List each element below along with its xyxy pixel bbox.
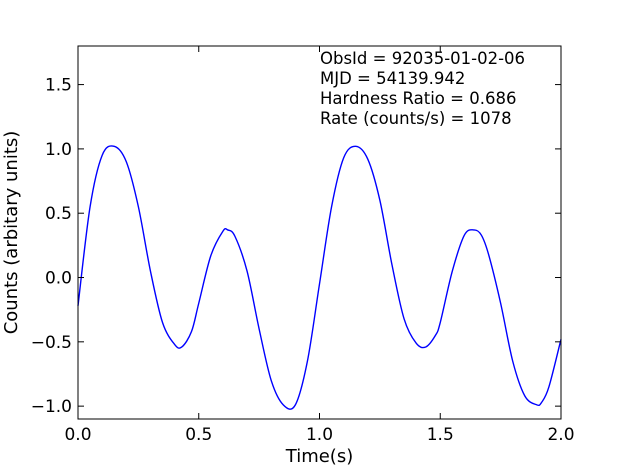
y-axis-ticks: −1.0 −0.5 0.0 0.5 1.0 1.5 <box>31 76 561 417</box>
x-tick-label: 2.0 <box>547 425 574 445</box>
annotation-mjd: MJD = 54139.942 <box>320 69 465 88</box>
curve-layer <box>77 145 562 410</box>
y-tick-label: 1.5 <box>45 76 72 96</box>
annotation-obsid: ObsId = 92035-01-02-06 <box>320 49 525 68</box>
x-axis-label: Time(s) <box>285 446 353 467</box>
y-axis-label: Counts (arbitary units) <box>1 131 22 335</box>
y-tick-label: −1.0 <box>31 397 72 417</box>
y-tick-label: −0.5 <box>31 333 72 353</box>
plot-area <box>78 46 561 419</box>
y-tick-label: 1.0 <box>45 140 72 160</box>
x-tick-label: 0.0 <box>64 425 91 445</box>
annotation-rate: Rate (counts/s) = 1078 <box>320 109 512 128</box>
y-tick-label: 0.5 <box>45 204 72 224</box>
x-tick-label: 1.0 <box>306 425 333 445</box>
x-tick-label: 0.5 <box>185 425 212 445</box>
y-tick-label: 0.0 <box>45 269 72 289</box>
series-line-0 <box>77 145 562 410</box>
x-tick-label: 1.5 <box>427 425 454 445</box>
annotation-hardness-ratio: Hardness Ratio = 0.686 <box>320 89 516 108</box>
x-axis-ticks: 0.0 0.5 1.0 1.5 2.0 <box>64 46 575 445</box>
